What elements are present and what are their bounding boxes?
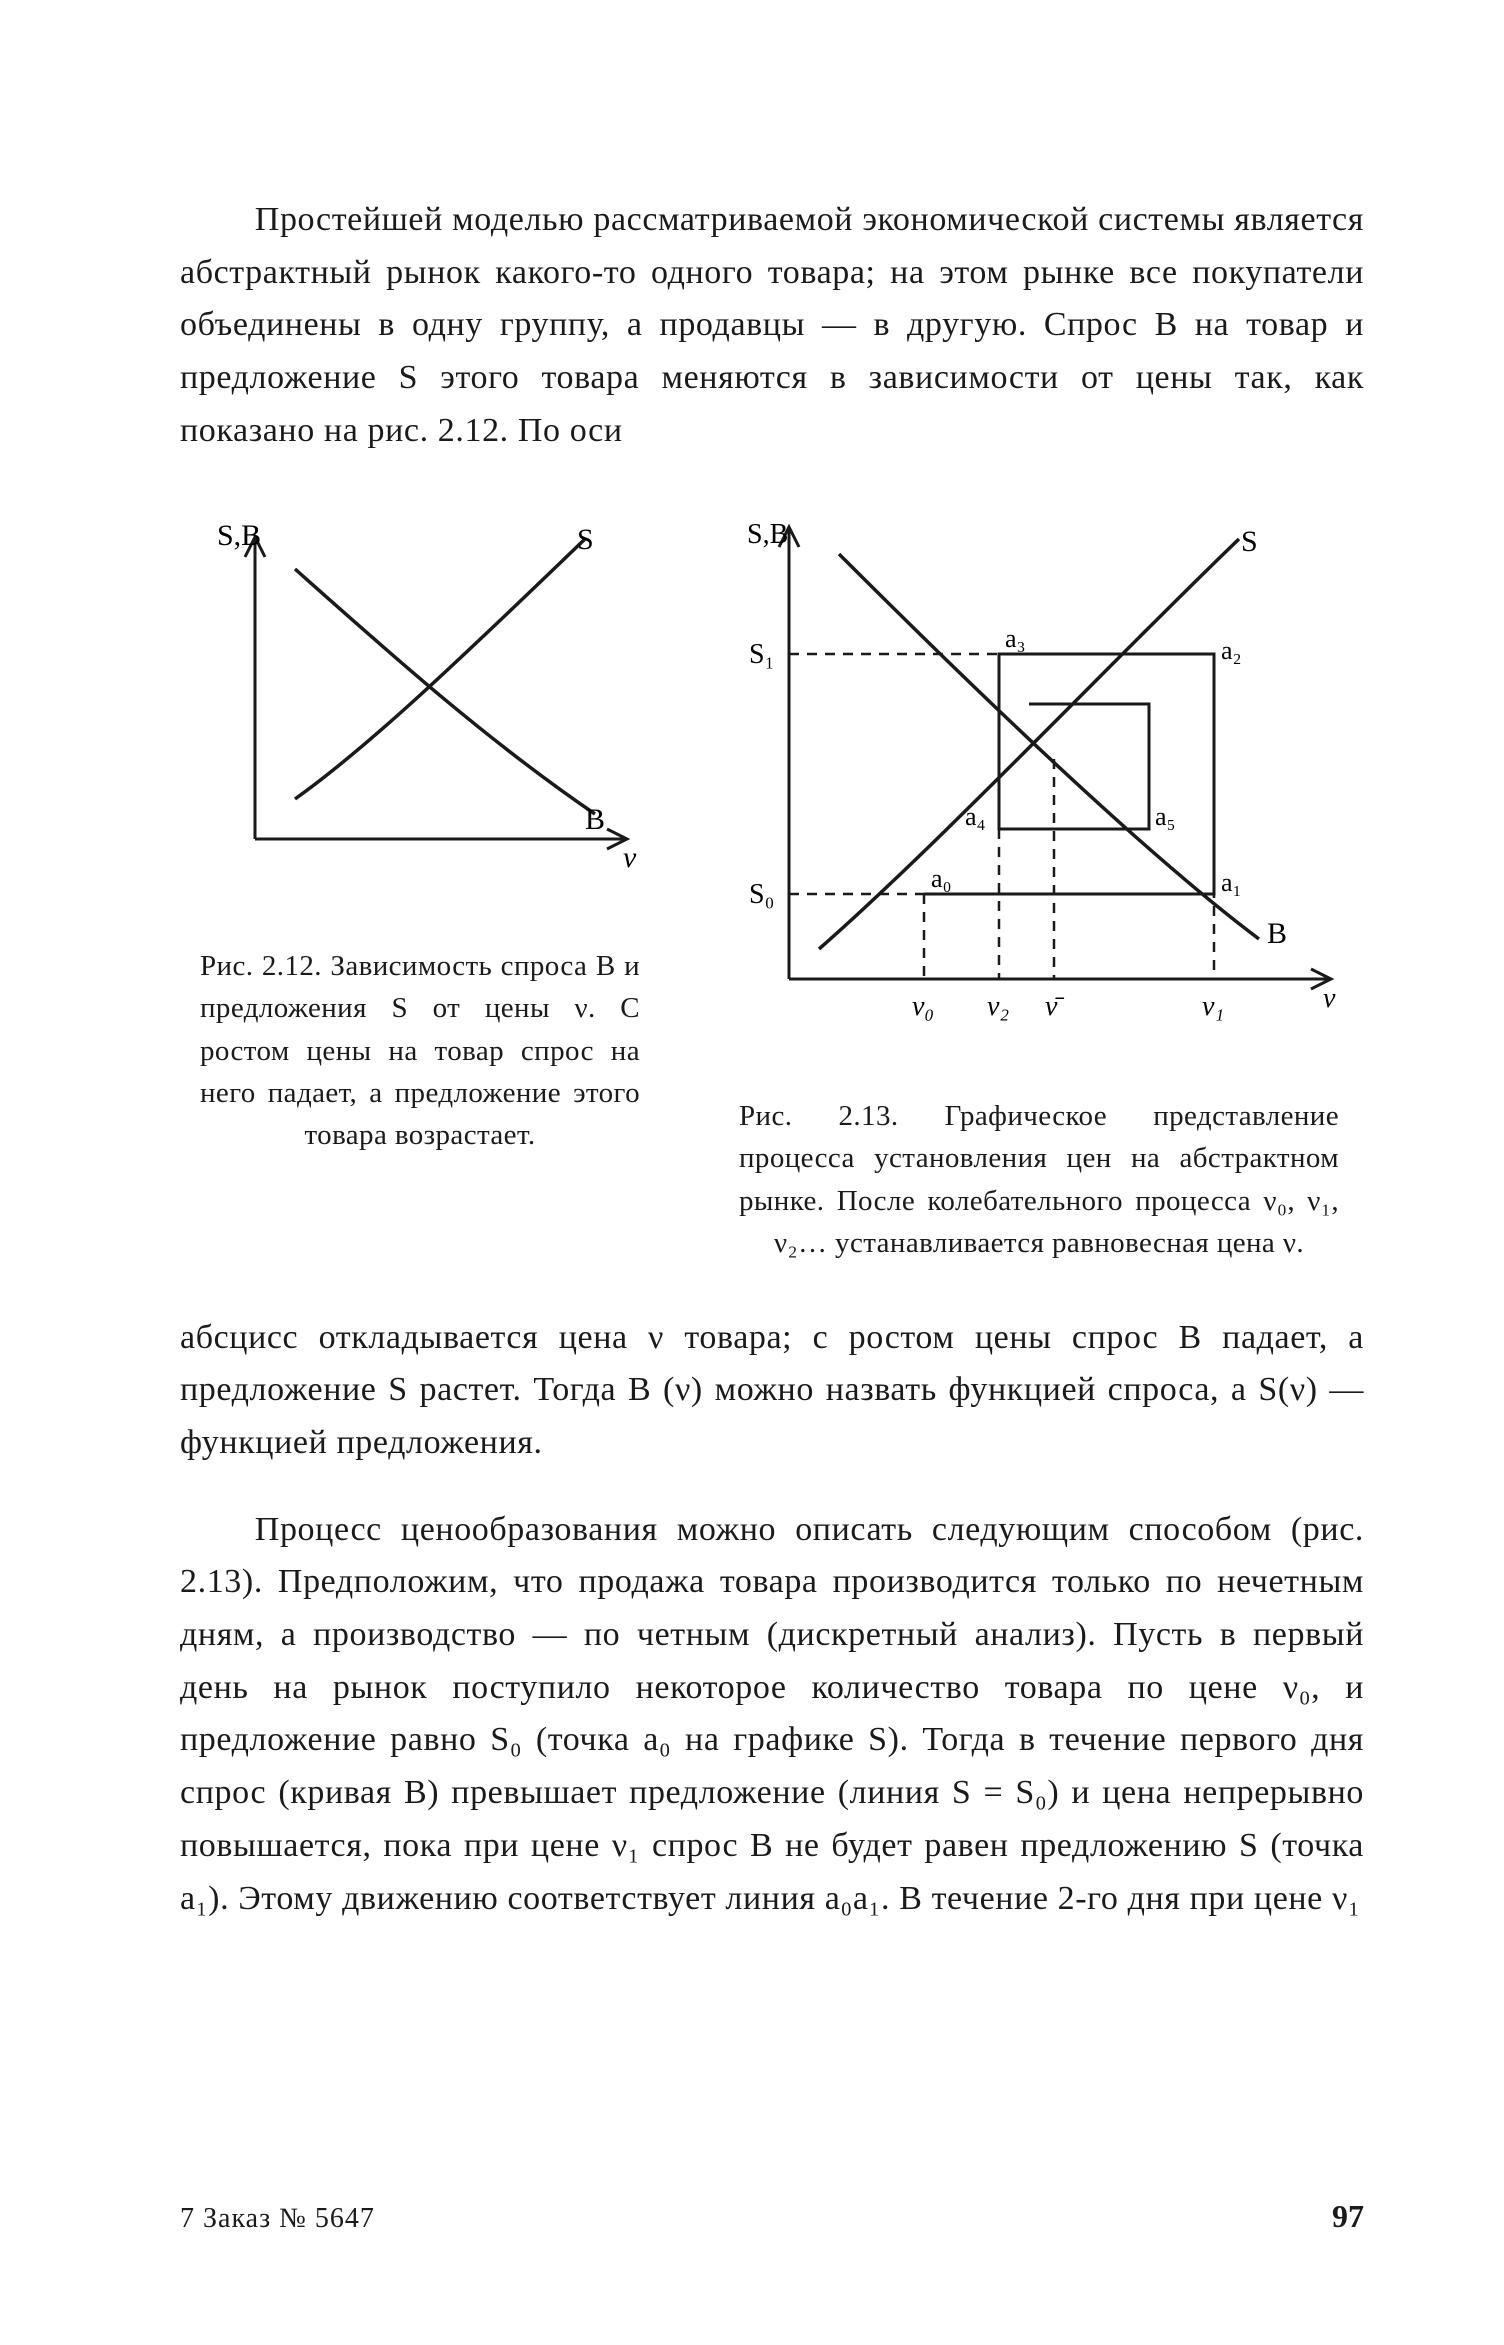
fig212-xlabel: ν bbox=[623, 841, 637, 874]
fig212-B: B bbox=[585, 803, 605, 836]
paragraph-3-text: Процесс ценообразования можно описать сл… bbox=[180, 1511, 1364, 1917]
fig213-a2: a₂ bbox=[1221, 636, 1242, 665]
figure-2-12-svg: S,B ν S B bbox=[185, 499, 655, 909]
figure-2-12: S,B ν S B Рис. 2.12. Зависимость спроса … bbox=[180, 499, 660, 1263]
figure-2-13-svg: S,B ν S B S₀ S₁ ν₀ ν₂ ν̄ ν₁ a₀ a₁ a₂ a₃ … bbox=[719, 499, 1359, 1059]
fig213-xlabel: ν bbox=[1323, 983, 1336, 1014]
footer: 7 Заказ № 5647 97 bbox=[180, 2198, 1364, 2235]
caption-2-13: Рис. 2.13. Графическое представление про… bbox=[739, 1095, 1339, 1263]
figure-2-13: S,B ν S B S₀ S₁ ν₀ ν₂ ν̄ ν₁ a₀ a₁ a₂ a₃ … bbox=[714, 499, 1364, 1263]
fig213-a1: a₁ bbox=[1221, 868, 1242, 897]
fig213-B: B bbox=[1267, 917, 1287, 950]
page: Простейшей моделью рассматриваемой эконо… bbox=[0, 0, 1504, 2345]
fig213-v1: ν₁ bbox=[1202, 991, 1224, 1022]
fig212-S: S bbox=[577, 523, 594, 556]
fig213-v2: ν₂ bbox=[987, 991, 1009, 1022]
figure-row: S,B ν S B Рис. 2.12. Зависимость спроса … bbox=[180, 499, 1364, 1263]
fig213-a4: a₄ bbox=[965, 802, 986, 831]
fig213-a3: a₃ bbox=[1005, 624, 1026, 653]
fig213-S1: S₁ bbox=[749, 639, 774, 670]
footer-left: 7 Заказ № 5647 bbox=[180, 2203, 375, 2235]
paragraph-3: Процесс ценообразования можно описать сл… bbox=[180, 1504, 1364, 1926]
fig212-ylabel: S,B bbox=[217, 519, 261, 552]
fig213-S: S bbox=[1241, 525, 1258, 558]
fig213-vbar: ν̄ bbox=[1045, 991, 1064, 1022]
paragraph-2: абсцисс откладывается цена ν товара; с р… bbox=[180, 1312, 1364, 1470]
paragraph-1: Простейшей моделью рассматриваемой эконо… bbox=[180, 194, 1364, 457]
fig213-v0: ν₀ bbox=[912, 991, 934, 1022]
paragraph-2-text: абсцисс откладывается цена ν товара; с р… bbox=[180, 1319, 1364, 1461]
page-number: 97 bbox=[1332, 2198, 1364, 2235]
paragraph-1-text: Простейшей моделью рассматриваемой эконо… bbox=[180, 201, 1364, 449]
fig213-S0: S₀ bbox=[749, 879, 774, 910]
fig213-a5: a₅ bbox=[1155, 802, 1176, 831]
fig213-ylabel: S,B bbox=[747, 519, 788, 550]
caption-2-12: Рис. 2.12. Зависимость спроса B и предло… bbox=[200, 945, 640, 1155]
fig213-a0: a₀ bbox=[931, 864, 952, 893]
